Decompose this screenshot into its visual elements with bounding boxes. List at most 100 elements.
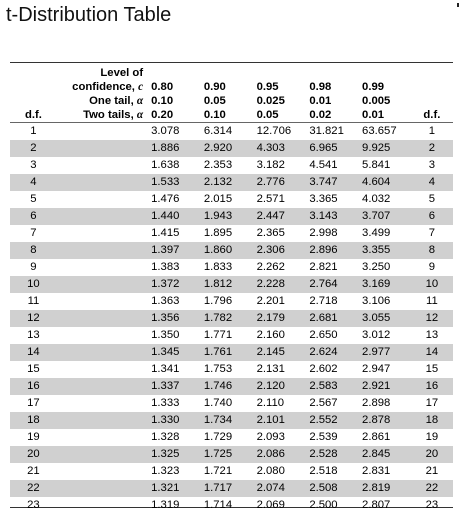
critical-value-cell: 3.355 xyxy=(358,242,411,259)
df-cell: 2 xyxy=(410,140,453,157)
critical-value-cell: 2.819 xyxy=(358,480,411,497)
table-header: Level of confidence, c 0.80 0.90 0.95 0.… xyxy=(10,63,453,123)
df-cell: 17 xyxy=(425,397,439,409)
critical-value-cell: 1.323 xyxy=(151,465,180,477)
critical-value-cell: 1.725 xyxy=(199,446,253,463)
two-tail-value: 0.01 xyxy=(358,108,411,123)
df-cell: 20 xyxy=(410,446,453,463)
df-cell: 1 xyxy=(428,125,436,137)
df-cell: 13 xyxy=(425,329,439,341)
critical-value-cell: 2.921 xyxy=(358,378,411,395)
critical-value-cell: 2.101 xyxy=(252,412,306,429)
critical-value-cell: 12.706 xyxy=(256,125,292,137)
critical-value-cell: 1.714 xyxy=(203,499,233,511)
critical-value-cell: 2.080 xyxy=(256,465,285,477)
critical-value-cell: 1.746 xyxy=(199,378,253,395)
df-header-left: d.f. xyxy=(10,108,57,123)
critical-value-cell: 1.638 xyxy=(151,159,180,171)
critical-value-cell: 2.160 xyxy=(256,329,285,341)
corner-mark xyxy=(457,3,459,7)
critical-value-cell: 1.333 xyxy=(151,397,180,409)
one-tail-value: 0.01 xyxy=(309,95,332,107)
critical-value-cell: 3.012 xyxy=(362,329,391,341)
critical-value-cell: 1.812 xyxy=(199,276,253,293)
df-cell: 23 xyxy=(27,499,40,511)
critical-value-cell: 2.074 xyxy=(252,480,306,497)
df-cell: 10 xyxy=(410,276,453,293)
critical-value-cell: 1.372 xyxy=(147,276,200,293)
header-row-two-tails: d.f. Two tails, α 0.20 0.10 0.05 0.02 0.… xyxy=(10,108,453,123)
critical-value-cell: 1.886 xyxy=(147,140,200,157)
critical-value-cell: 5.841 xyxy=(362,159,391,171)
critical-value-cell: 2.861 xyxy=(362,431,391,443)
critical-value-cell: 2.228 xyxy=(252,276,306,293)
critical-value-cell: 31.821 xyxy=(309,125,344,137)
df-cell: 10 xyxy=(10,276,57,293)
critical-value-cell: 2.624 xyxy=(305,344,359,361)
critical-value-cell: 1.895 xyxy=(203,227,233,239)
df-cell: 18 xyxy=(10,412,57,429)
df-cell: 19 xyxy=(27,431,40,443)
two-tail-value: 0.05 xyxy=(252,108,306,123)
confidence-value: 0.99 xyxy=(362,81,385,93)
critical-value-cell: 4.541 xyxy=(309,159,338,171)
df-cell: 3 xyxy=(30,159,37,171)
critical-value-cell: 3.747 xyxy=(305,174,359,191)
table-row: 13 1.350 1.771 2.160 2.650 3.012 13 xyxy=(10,327,453,344)
critical-value-cell: 3.106 xyxy=(362,295,391,307)
confidence-value: 0.95 xyxy=(256,81,279,93)
table-row: 2 1.886 2.920 4.303 6.965 9.925 2 xyxy=(10,140,453,157)
critical-value-cell: 3.250 xyxy=(362,261,391,273)
critical-value-cell: 1.337 xyxy=(147,378,200,395)
df-cell: 18 xyxy=(410,412,453,429)
critical-value-cell: 1.397 xyxy=(147,242,200,259)
critical-value-cell: 2.650 xyxy=(309,329,338,341)
critical-value-cell: 1.356 xyxy=(147,310,200,327)
critical-value-cell: 2.120 xyxy=(252,378,306,395)
critical-value-cell: 2.262 xyxy=(256,261,285,273)
critical-value-cell: 2.552 xyxy=(305,412,359,429)
critical-value-cell: 2.567 xyxy=(309,397,338,409)
df-cell: 14 xyxy=(10,344,57,361)
critical-value-cell: 2.086 xyxy=(252,446,306,463)
table-row: 4 1.533 2.132 2.776 3.747 4.604 4 xyxy=(10,174,453,191)
data-table: Level of confidence, c 0.80 0.90 0.95 0.… xyxy=(10,63,453,514)
df-cell: 8 xyxy=(410,242,453,259)
critical-value-cell: 2.447 xyxy=(252,208,306,225)
df-cell: 20 xyxy=(10,446,57,463)
critical-value-cell: 2.947 xyxy=(362,363,391,375)
df-cell: 1 xyxy=(30,125,37,137)
table-row: 18 1.330 1.734 2.101 2.552 2.878 18 xyxy=(10,412,453,429)
df-cell: 5 xyxy=(30,193,37,205)
critical-value-cell: 3.365 xyxy=(309,193,338,205)
critical-value-cell: 2.776 xyxy=(252,174,306,191)
table-row: 15 1.341 1.753 2.131 2.602 2.947 15 xyxy=(10,361,453,378)
critical-value-cell: 2.306 xyxy=(252,242,306,259)
critical-value-cell: 1.328 xyxy=(151,431,180,443)
critical-value-cell: 6.314 xyxy=(203,125,233,137)
critical-value-cell: 2.015 xyxy=(203,193,233,205)
critical-value-cell: 2.508 xyxy=(305,480,359,497)
two-tails-label: Two tails, α xyxy=(56,108,148,123)
critical-value-cell: 2.845 xyxy=(358,446,411,463)
critical-value-cell: 1.833 xyxy=(203,261,233,273)
df-cell: 16 xyxy=(410,378,453,395)
critical-value-cell: 1.341 xyxy=(151,363,180,375)
level-label: Level of xyxy=(100,67,144,79)
df-cell: 9 xyxy=(428,261,436,273)
one-tail-value: 0.005 xyxy=(362,95,391,107)
critical-value-cell: 6.965 xyxy=(305,140,359,157)
critical-value-cell: 3.707 xyxy=(358,208,411,225)
df-cell: 17 xyxy=(27,397,40,409)
header-row-one-tail: One tail, α 0.10 0.05 0.025 0.01 0.005 xyxy=(10,94,453,108)
confidence-value: 0.90 xyxy=(203,81,226,93)
critical-value-cell: 1.330 xyxy=(147,412,200,429)
critical-value-cell: 2.132 xyxy=(199,174,253,191)
df-header-right: d.f. xyxy=(410,108,453,123)
critical-value-cell: 1.476 xyxy=(151,193,180,205)
table-row: 1 3.078 6.314 12.706 31.821 63.657 1 xyxy=(10,123,453,141)
table-row: 11 1.363 1.796 2.201 2.718 3.106 11 xyxy=(10,293,453,310)
critical-value-cell: 2.145 xyxy=(252,344,306,361)
critical-value-cell: 2.179 xyxy=(252,310,306,327)
critical-value-cell: 2.681 xyxy=(305,310,359,327)
